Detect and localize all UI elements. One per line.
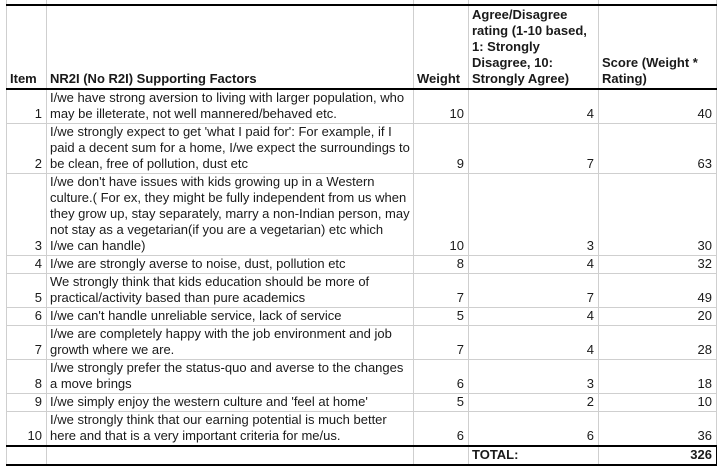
cell-item[interactable]: 9 bbox=[6, 393, 47, 412]
cell-weight[interactable]: 10 bbox=[413, 173, 469, 256]
cell-score[interactable]: 40 bbox=[598, 88, 717, 124]
table-footer: TOTAL: 326 bbox=[6, 445, 717, 466]
gridline-stub bbox=[598, 0, 599, 4]
factors-table: Item NR2I (No R2I) Supporting Factors We… bbox=[6, 4, 717, 466]
gridline-stub bbox=[468, 0, 469, 4]
cell-item[interactable]: 7 bbox=[6, 325, 47, 360]
cell-rating[interactable]: 4 bbox=[468, 325, 599, 360]
cell-item[interactable]: 10 bbox=[6, 411, 47, 447]
cell-weight[interactable]: 8 bbox=[413, 255, 469, 274]
gridline-stub bbox=[413, 0, 414, 4]
cell-score[interactable]: 36 bbox=[598, 411, 717, 447]
cell-rating[interactable]: 2 bbox=[468, 393, 599, 412]
cell-item[interactable]: 1 bbox=[6, 88, 47, 124]
cell-factor[interactable]: I/we are strongly averse to noise, dust,… bbox=[46, 255, 414, 274]
header-weight[interactable]: Weight bbox=[413, 4, 469, 90]
cell-item[interactable]: 2 bbox=[6, 123, 47, 174]
header-row: Item NR2I (No R2I) Supporting Factors We… bbox=[6, 4, 717, 90]
cell-rating[interactable]: 6 bbox=[468, 411, 599, 447]
header-factor[interactable]: NR2I (No R2I) Supporting Factors bbox=[46, 4, 414, 90]
table-row: 9 I/we simply enjoy the western culture … bbox=[6, 393, 717, 412]
header-item[interactable]: Item bbox=[6, 4, 47, 90]
table-row: 4 I/we are strongly averse to noise, dus… bbox=[6, 255, 717, 274]
cell-score[interactable]: 10 bbox=[598, 393, 717, 412]
gridline-stub bbox=[6, 0, 7, 4]
cell-score[interactable]: 63 bbox=[598, 123, 717, 174]
total-empty-item[interactable] bbox=[6, 445, 47, 466]
cell-weight[interactable]: 7 bbox=[413, 325, 469, 360]
table-row: 8 I/we strongly prefer the status-quo an… bbox=[6, 359, 717, 394]
cell-weight[interactable]: 6 bbox=[413, 411, 469, 447]
cell-weight[interactable]: 10 bbox=[413, 88, 469, 124]
cell-score[interactable]: 49 bbox=[598, 273, 717, 308]
cell-item[interactable]: 5 bbox=[6, 273, 47, 308]
cell-rating[interactable]: 4 bbox=[468, 88, 599, 124]
spreadsheet-page: { "colors": { "grid_line": "#cfcfcf", "h… bbox=[6, 0, 717, 466]
table-row: 5 We strongly think that kids education … bbox=[6, 273, 717, 308]
cell-factor[interactable]: I/we can't handle unreliable service, la… bbox=[46, 307, 414, 326]
table-row: 3 I/we don't have issues with kids growi… bbox=[6, 173, 717, 256]
total-empty-weight[interactable] bbox=[413, 445, 469, 466]
cell-weight[interactable]: 5 bbox=[413, 307, 469, 326]
cell-weight[interactable]: 5 bbox=[413, 393, 469, 412]
cell-item[interactable]: 4 bbox=[6, 255, 47, 274]
worksheet-region: Item NR2I (No R2I) Supporting Factors We… bbox=[6, 4, 717, 466]
table-header: Item NR2I (No R2I) Supporting Factors We… bbox=[6, 4, 717, 90]
header-rating[interactable]: Agree/Disagree rating (1-10 based, 1: St… bbox=[468, 4, 599, 90]
cell-rating[interactable]: 7 bbox=[468, 273, 599, 308]
cell-factor[interactable]: I/we don't have issues with kids growing… bbox=[46, 173, 414, 256]
gridline-stub bbox=[716, 0, 717, 4]
table-row: 10 I/we strongly think that our earning … bbox=[6, 411, 717, 447]
cell-item[interactable]: 8 bbox=[6, 359, 47, 394]
cell-rating[interactable]: 3 bbox=[468, 359, 599, 394]
cell-score[interactable]: 18 bbox=[598, 359, 717, 394]
cell-factor[interactable]: I/we strongly think that our earning pot… bbox=[46, 411, 414, 447]
table-row: 6 I/we can't handle unreliable service, … bbox=[6, 307, 717, 326]
cell-factor[interactable]: We strongly think that kids education sh… bbox=[46, 273, 414, 308]
cell-score[interactable]: 30 bbox=[598, 173, 717, 256]
cell-rating[interactable]: 7 bbox=[468, 123, 599, 174]
cell-factor[interactable]: I/we strongly expect to get 'what I paid… bbox=[46, 123, 414, 174]
cell-weight[interactable]: 6 bbox=[413, 359, 469, 394]
table-row: 2 I/we strongly expect to get 'what I pa… bbox=[6, 123, 717, 174]
cell-factor[interactable]: I/we strongly prefer the status-quo and … bbox=[46, 359, 414, 394]
cell-rating[interactable]: 3 bbox=[468, 173, 599, 256]
cell-factor[interactable]: I/we are completely happy with the job e… bbox=[46, 325, 414, 360]
cell-item[interactable]: 6 bbox=[6, 307, 47, 326]
total-row: TOTAL: 326 bbox=[6, 445, 717, 466]
total-empty-factor[interactable] bbox=[46, 445, 414, 466]
cell-rating[interactable]: 4 bbox=[468, 255, 599, 274]
header-score[interactable]: Score (Weight * Rating) bbox=[598, 4, 717, 90]
table-row: 1 I/we have strong aversion to living wi… bbox=[6, 88, 717, 124]
table-body: 1 I/we have strong aversion to living wi… bbox=[6, 88, 717, 447]
gridline-stub bbox=[46, 0, 47, 4]
cell-score[interactable]: 20 bbox=[598, 307, 717, 326]
cell-factor[interactable]: I/we have strong aversion to living with… bbox=[46, 88, 414, 124]
cell-weight[interactable]: 7 bbox=[413, 273, 469, 308]
cell-item[interactable]: 3 bbox=[6, 173, 47, 256]
table-row: 7 I/we are completely happy with the job… bbox=[6, 325, 717, 360]
total-label[interactable]: TOTAL: bbox=[468, 445, 599, 466]
cell-factor[interactable]: I/we simply enjoy the western culture an… bbox=[46, 393, 414, 412]
cell-rating[interactable]: 4 bbox=[468, 307, 599, 326]
cell-score[interactable]: 32 bbox=[598, 255, 717, 274]
total-score[interactable]: 326 bbox=[598, 445, 717, 466]
cell-score[interactable]: 28 bbox=[598, 325, 717, 360]
cell-weight[interactable]: 9 bbox=[413, 123, 469, 174]
